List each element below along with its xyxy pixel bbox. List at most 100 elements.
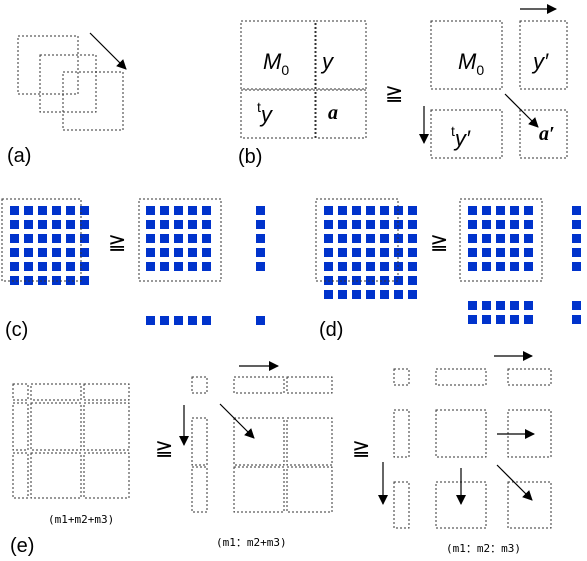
blue-square xyxy=(160,262,169,271)
blue-square xyxy=(394,220,403,229)
blue-square xyxy=(324,206,333,215)
blue-square xyxy=(160,206,169,215)
blue-square xyxy=(52,262,61,271)
label-a: a xyxy=(328,102,338,124)
blue-square xyxy=(510,262,519,271)
blue-square xyxy=(80,234,89,243)
blue-square xyxy=(408,234,417,243)
blue-square xyxy=(352,248,361,257)
blue-square xyxy=(524,220,533,229)
blue-square xyxy=(380,248,389,257)
blue-square xyxy=(366,206,375,215)
blue-square xyxy=(80,262,89,271)
blue-square xyxy=(496,262,505,271)
panel-e: (m1+m2+m3) ≧ (m1：m2+m3) ≧ (m1：m2：m3) xyxy=(10,351,552,557)
blue-square xyxy=(408,248,417,257)
blue-square xyxy=(572,206,581,215)
blue-square xyxy=(24,206,33,215)
blue-square xyxy=(202,206,211,215)
blue-square xyxy=(524,262,533,271)
blue-square xyxy=(380,262,389,271)
blue-square xyxy=(524,301,533,310)
blue-square xyxy=(256,316,265,325)
blue-square xyxy=(80,276,89,285)
blue-square xyxy=(202,220,211,229)
block-corner xyxy=(12,383,29,401)
label-ty-prime: ty′ xyxy=(451,123,471,151)
label-m0: M0 xyxy=(263,49,289,78)
blue-square xyxy=(366,262,375,271)
blue-square xyxy=(188,206,197,215)
blue-square xyxy=(52,248,61,257)
blue-square xyxy=(496,315,505,324)
diagonal-arrow-icon xyxy=(496,464,533,501)
blue-square xyxy=(468,262,477,271)
blue-square xyxy=(38,248,47,257)
blue-square xyxy=(146,234,155,243)
blue-square xyxy=(338,234,347,243)
blue-square xyxy=(366,220,375,229)
blue-square xyxy=(496,234,505,243)
blue-square xyxy=(352,262,361,271)
block-ty-prime xyxy=(430,109,503,159)
panel-label-b: (b) xyxy=(238,146,262,168)
blue-square xyxy=(10,262,19,271)
blue-square xyxy=(10,220,19,229)
diagonal-arrow-icon xyxy=(219,403,255,439)
blue-square xyxy=(38,262,47,271)
blue-square xyxy=(468,315,477,324)
blue-square xyxy=(366,234,375,243)
blue-square xyxy=(146,316,155,325)
block-main xyxy=(233,466,285,513)
blue-square xyxy=(256,220,265,229)
blue-square xyxy=(408,206,417,215)
blue-square xyxy=(174,206,183,215)
blue-square xyxy=(38,220,47,229)
blue-square xyxy=(338,220,347,229)
label-ty: ty xyxy=(257,99,274,127)
selection-box xyxy=(1,198,82,282)
blue-square xyxy=(202,262,211,271)
blue-square xyxy=(510,206,519,215)
blue-square xyxy=(338,276,347,285)
blue-square xyxy=(10,234,19,243)
blue-square xyxy=(256,234,265,243)
blue-square xyxy=(10,276,19,285)
blue-square xyxy=(468,301,477,310)
blue-square xyxy=(188,316,197,325)
blue-square xyxy=(482,301,491,310)
blue-square xyxy=(202,316,211,325)
blue-square xyxy=(324,220,333,229)
label-y: y xyxy=(320,49,335,74)
blue-square xyxy=(146,220,155,229)
blue-square xyxy=(324,262,333,271)
block-main xyxy=(233,417,285,466)
panel-label-d: (d) xyxy=(319,319,343,341)
geq-symbol: ≧ xyxy=(385,81,403,106)
blue-square xyxy=(408,262,417,271)
blue-square xyxy=(572,234,581,243)
block-side xyxy=(393,409,410,458)
blue-square xyxy=(352,290,361,299)
blue-square xyxy=(256,248,265,257)
blue-square xyxy=(352,234,361,243)
blue-square xyxy=(496,206,505,215)
blue-square xyxy=(468,248,477,257)
square-grid-right xyxy=(468,206,581,324)
blue-square xyxy=(324,248,333,257)
block-top xyxy=(83,383,130,401)
diagonal-arrow-icon xyxy=(504,93,539,128)
blue-square xyxy=(188,220,197,229)
blue-square xyxy=(10,248,19,257)
blue-square xyxy=(24,248,33,257)
overlap-box-3 xyxy=(62,71,124,131)
blue-square xyxy=(338,290,347,299)
blue-square xyxy=(188,234,197,243)
block-top xyxy=(233,376,285,394)
blue-square xyxy=(366,276,375,285)
blue-square xyxy=(66,234,75,243)
blue-square xyxy=(394,290,403,299)
blue-square xyxy=(52,206,61,215)
blue-square xyxy=(24,234,33,243)
block-side xyxy=(191,417,208,466)
